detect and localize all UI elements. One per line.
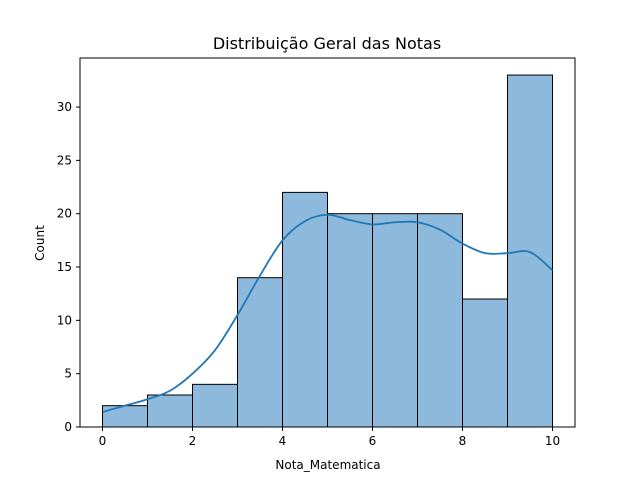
histogram-bar [462, 298, 508, 428]
histogram-bar [327, 213, 373, 428]
histogram-bar [417, 213, 463, 428]
y-tick-label: 0 [64, 420, 72, 434]
y-tick-label: 25 [57, 153, 72, 167]
histogram-bars [102, 74, 553, 428]
histogram-bar [147, 394, 193, 428]
y-axis-label: Count [33, 225, 47, 261]
x-tick-label: 6 [369, 434, 377, 448]
axes: 0 2 4 6 8 10 0 5 10 15 20 25 30 [57, 57, 576, 448]
x-tick-label: 4 [279, 434, 287, 448]
histogram-bar [102, 405, 148, 428]
y-tick-label: 5 [64, 367, 72, 381]
x-tick-label: 2 [189, 434, 197, 448]
histogram-bar [192, 383, 238, 428]
y-tick-label: 20 [57, 207, 72, 221]
x-tick-label: 8 [459, 434, 467, 448]
histogram-bar [237, 277, 283, 428]
histogram-bar [507, 74, 553, 428]
x-tick-label: 10 [545, 434, 560, 448]
kde-curve-group [102, 213, 554, 413]
y-tick-label: 30 [57, 100, 72, 114]
chart-title: Distribuição Geral das Notas [213, 34, 441, 53]
plot-frame [79, 57, 576, 428]
histogram-bar [372, 213, 418, 428]
y-tick-label: 15 [57, 260, 72, 274]
kde-line [102, 213, 554, 413]
x-axis-label: Nota_Matematica [275, 458, 380, 472]
histogram-bar [282, 191, 328, 428]
x-tick-label: 0 [99, 434, 107, 448]
y-tick-label: 10 [57, 313, 72, 327]
